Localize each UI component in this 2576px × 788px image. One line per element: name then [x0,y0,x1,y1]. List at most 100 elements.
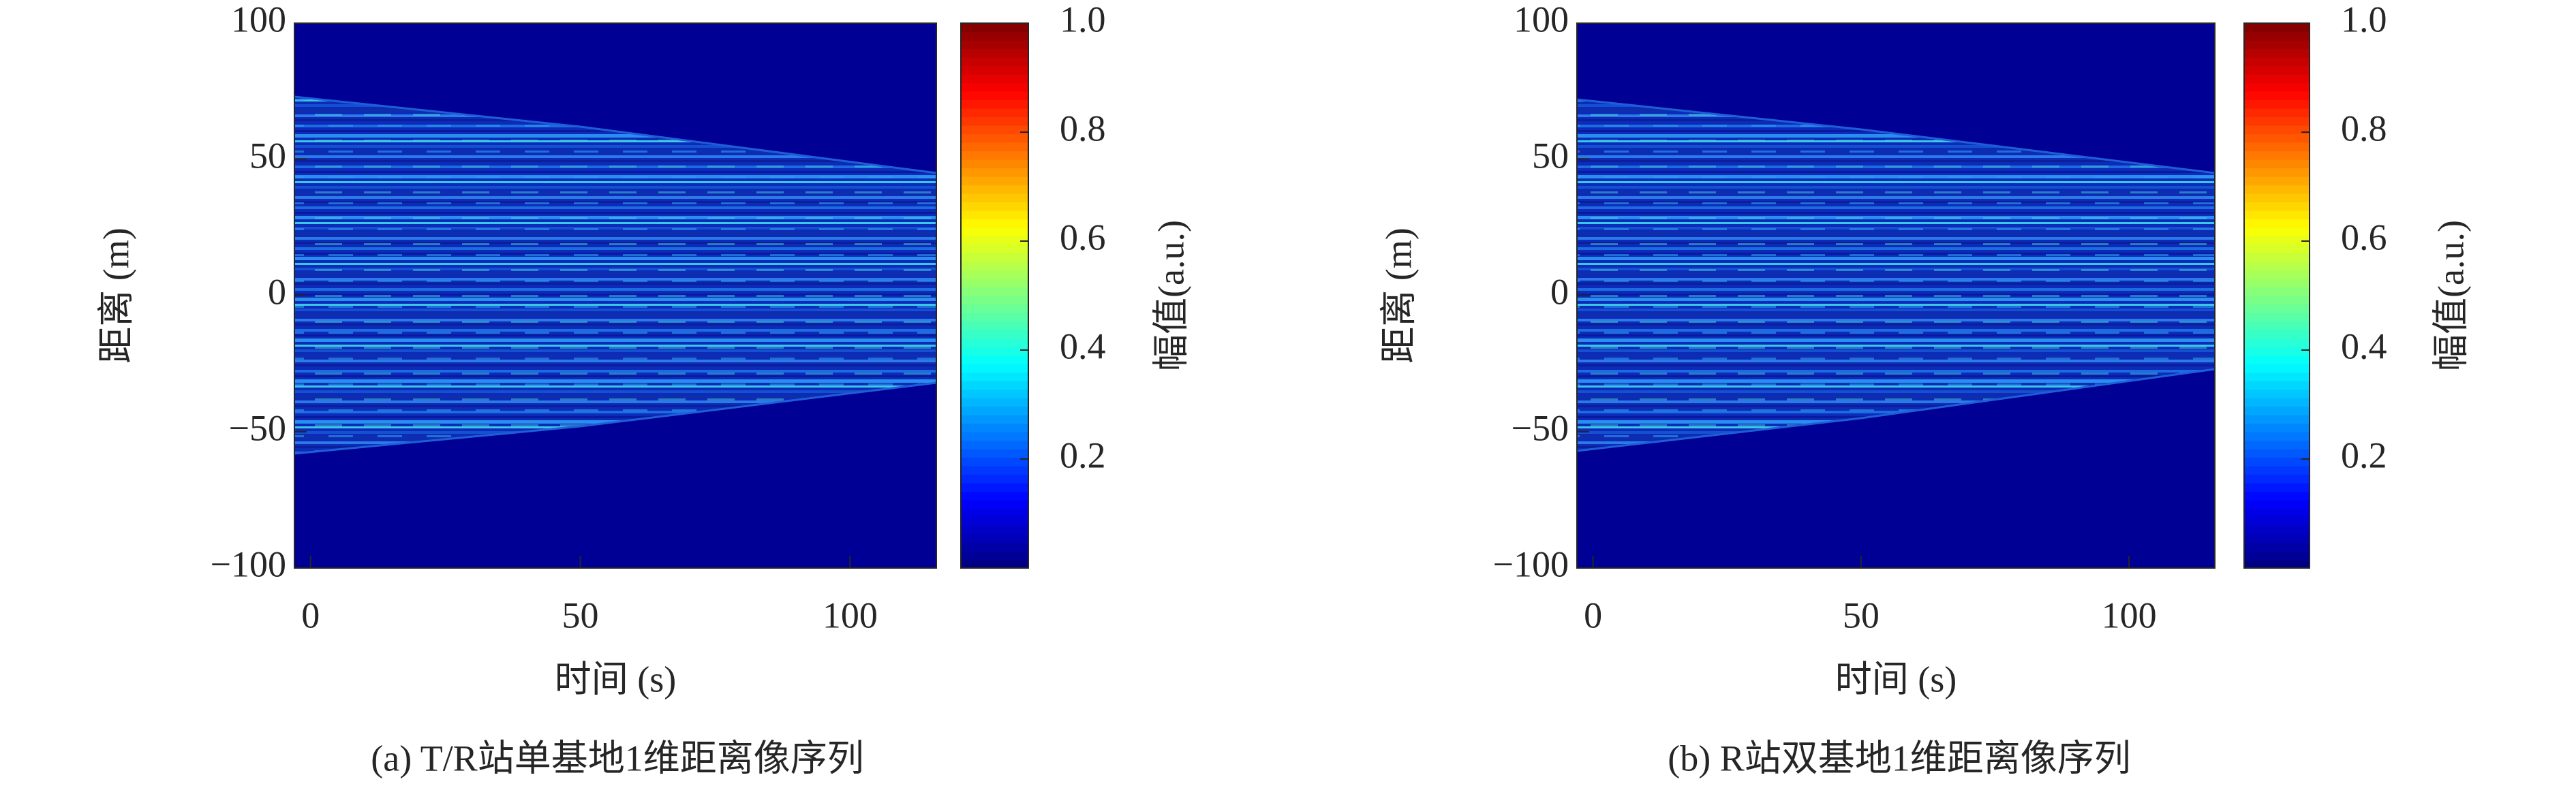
colorbar-step [2244,270,2310,279]
colorbar-step [961,296,1028,305]
colorbar-step [2244,517,2310,526]
colorbar-step [2244,125,2310,135]
colorbar-step [961,40,1028,50]
colorbar-step [2244,304,2310,313]
colorbar-step [2244,415,2310,424]
colorbar-tick-label: 0.4 [1060,326,1106,366]
colorbar-step [961,423,1028,432]
colorbar-step [961,57,1028,67]
colorbar-step [961,415,1028,424]
colorbar-step [2244,321,2310,330]
colorbar-tick-label: 1.0 [1060,0,1106,40]
colorbar-step [961,279,1028,288]
lower-envelope [294,381,937,455]
colorbar-step [961,245,1028,254]
y-tick-label: −100 [211,543,286,584]
colorbar-step [961,202,1028,211]
colorbar-step [2244,542,2310,552]
colorbar-step [961,82,1028,92]
colorbar-step [2244,91,2310,101]
colorbar-step [2244,364,2310,373]
colorbar-step [961,466,1028,475]
colorbar-step [2244,23,2310,33]
colorbar-step [961,287,1028,296]
colorbar-step [961,108,1028,118]
colorbar-step [2244,483,2310,492]
colorbar-step [961,133,1028,143]
colorbar-step [2244,57,2310,67]
colorbar-step [2244,440,2310,450]
colorbar-step [961,364,1028,373]
colorbar-step [961,210,1028,220]
colorbar-step [961,185,1028,194]
signal-highlights [1577,99,2215,451]
y-tick-label: 0 [1550,271,1569,312]
colorbar-step [2244,457,2310,467]
y-tick-label: −100 [1493,543,1569,584]
y-axis-label: 距离 (m) [95,227,136,363]
colorbar-step [2244,236,2310,245]
colorbar-tick-label: 0.4 [2341,326,2387,366]
colorbar-tick-label: 0.6 [1060,217,1106,257]
colorbar-step [961,142,1028,152]
colorbar-step [961,559,1028,569]
colorbar-step [961,125,1028,135]
colorbar-label: 幅值(a.u.) [2430,220,2471,371]
colorbar-step [961,270,1028,279]
colorbar-step [2244,491,2310,501]
colorbar-step [961,474,1028,484]
colorbar-step [2244,116,2310,126]
colorbar-step [2244,159,2310,169]
colorbar-step [961,406,1028,415]
colorbar-label: 幅值(a.u.) [1150,220,1191,371]
colorbar-tick-label: 0.8 [2341,108,2387,148]
colorbar-step [2244,398,2310,407]
colorbar-step [2244,133,2310,143]
colorbar-step [961,48,1028,58]
upper-envelope [294,95,937,174]
colorbar-step [961,219,1028,228]
x-tick-label: 100 [2102,595,2157,635]
colorbar-step [2244,551,2310,561]
colorbar-step [2244,245,2310,254]
colorbar-step [2244,48,2310,58]
colorbar-step [961,457,1028,467]
colorbar-step [2244,176,2310,186]
colorbar-step [2244,287,2310,296]
colorbar-step [2244,372,2310,381]
colorbar-step [961,491,1028,501]
colorbar-step [2244,338,2310,347]
colorbar-step [2244,296,2310,305]
colorbar-step [2244,108,2310,118]
colorbar-step [961,23,1028,33]
colorbar-step [2244,389,2310,398]
heatmap-panel: 0 50 100 −100 −50 0 50 100 时间 (s) 距离 (m) (a) T/R站单… [95,0,1191,778]
colorbar-step [2244,330,2310,339]
colorbar-step [2244,185,2310,194]
colorbar-step [2244,279,2310,288]
colorbar-step [961,262,1028,271]
colorbar-step [961,168,1028,177]
colorbar-step [2244,40,2310,50]
colorbar-step [961,508,1028,518]
colorbar-step [961,432,1028,441]
colorbar-step [2244,500,2310,509]
y-tick-label: 50 [1532,135,1569,176]
colorbar-step [2244,406,2310,415]
y-tick-label: −50 [229,407,286,448]
colorbar-tick-label: 0.6 [2341,217,2387,257]
colorbar-step [961,159,1028,169]
y-tick-label: 0 [268,271,286,312]
colorbar-step [2244,466,2310,475]
colorbar-step [2244,559,2310,569]
colorbar-step [2244,423,2310,432]
colorbar-step [961,381,1028,390]
heatmap-panel: 0 50 100 −100 −50 0 50 100 时间 (s) 距离 (m) (b) R站双基地… [1378,0,2471,778]
colorbar-step [961,483,1028,492]
colorbar-step [2244,82,2310,92]
colorbar-step [961,116,1028,126]
colorbar-step [2244,65,2310,75]
colorbar-step [2244,313,2310,322]
colorbar-step [2244,534,2310,543]
